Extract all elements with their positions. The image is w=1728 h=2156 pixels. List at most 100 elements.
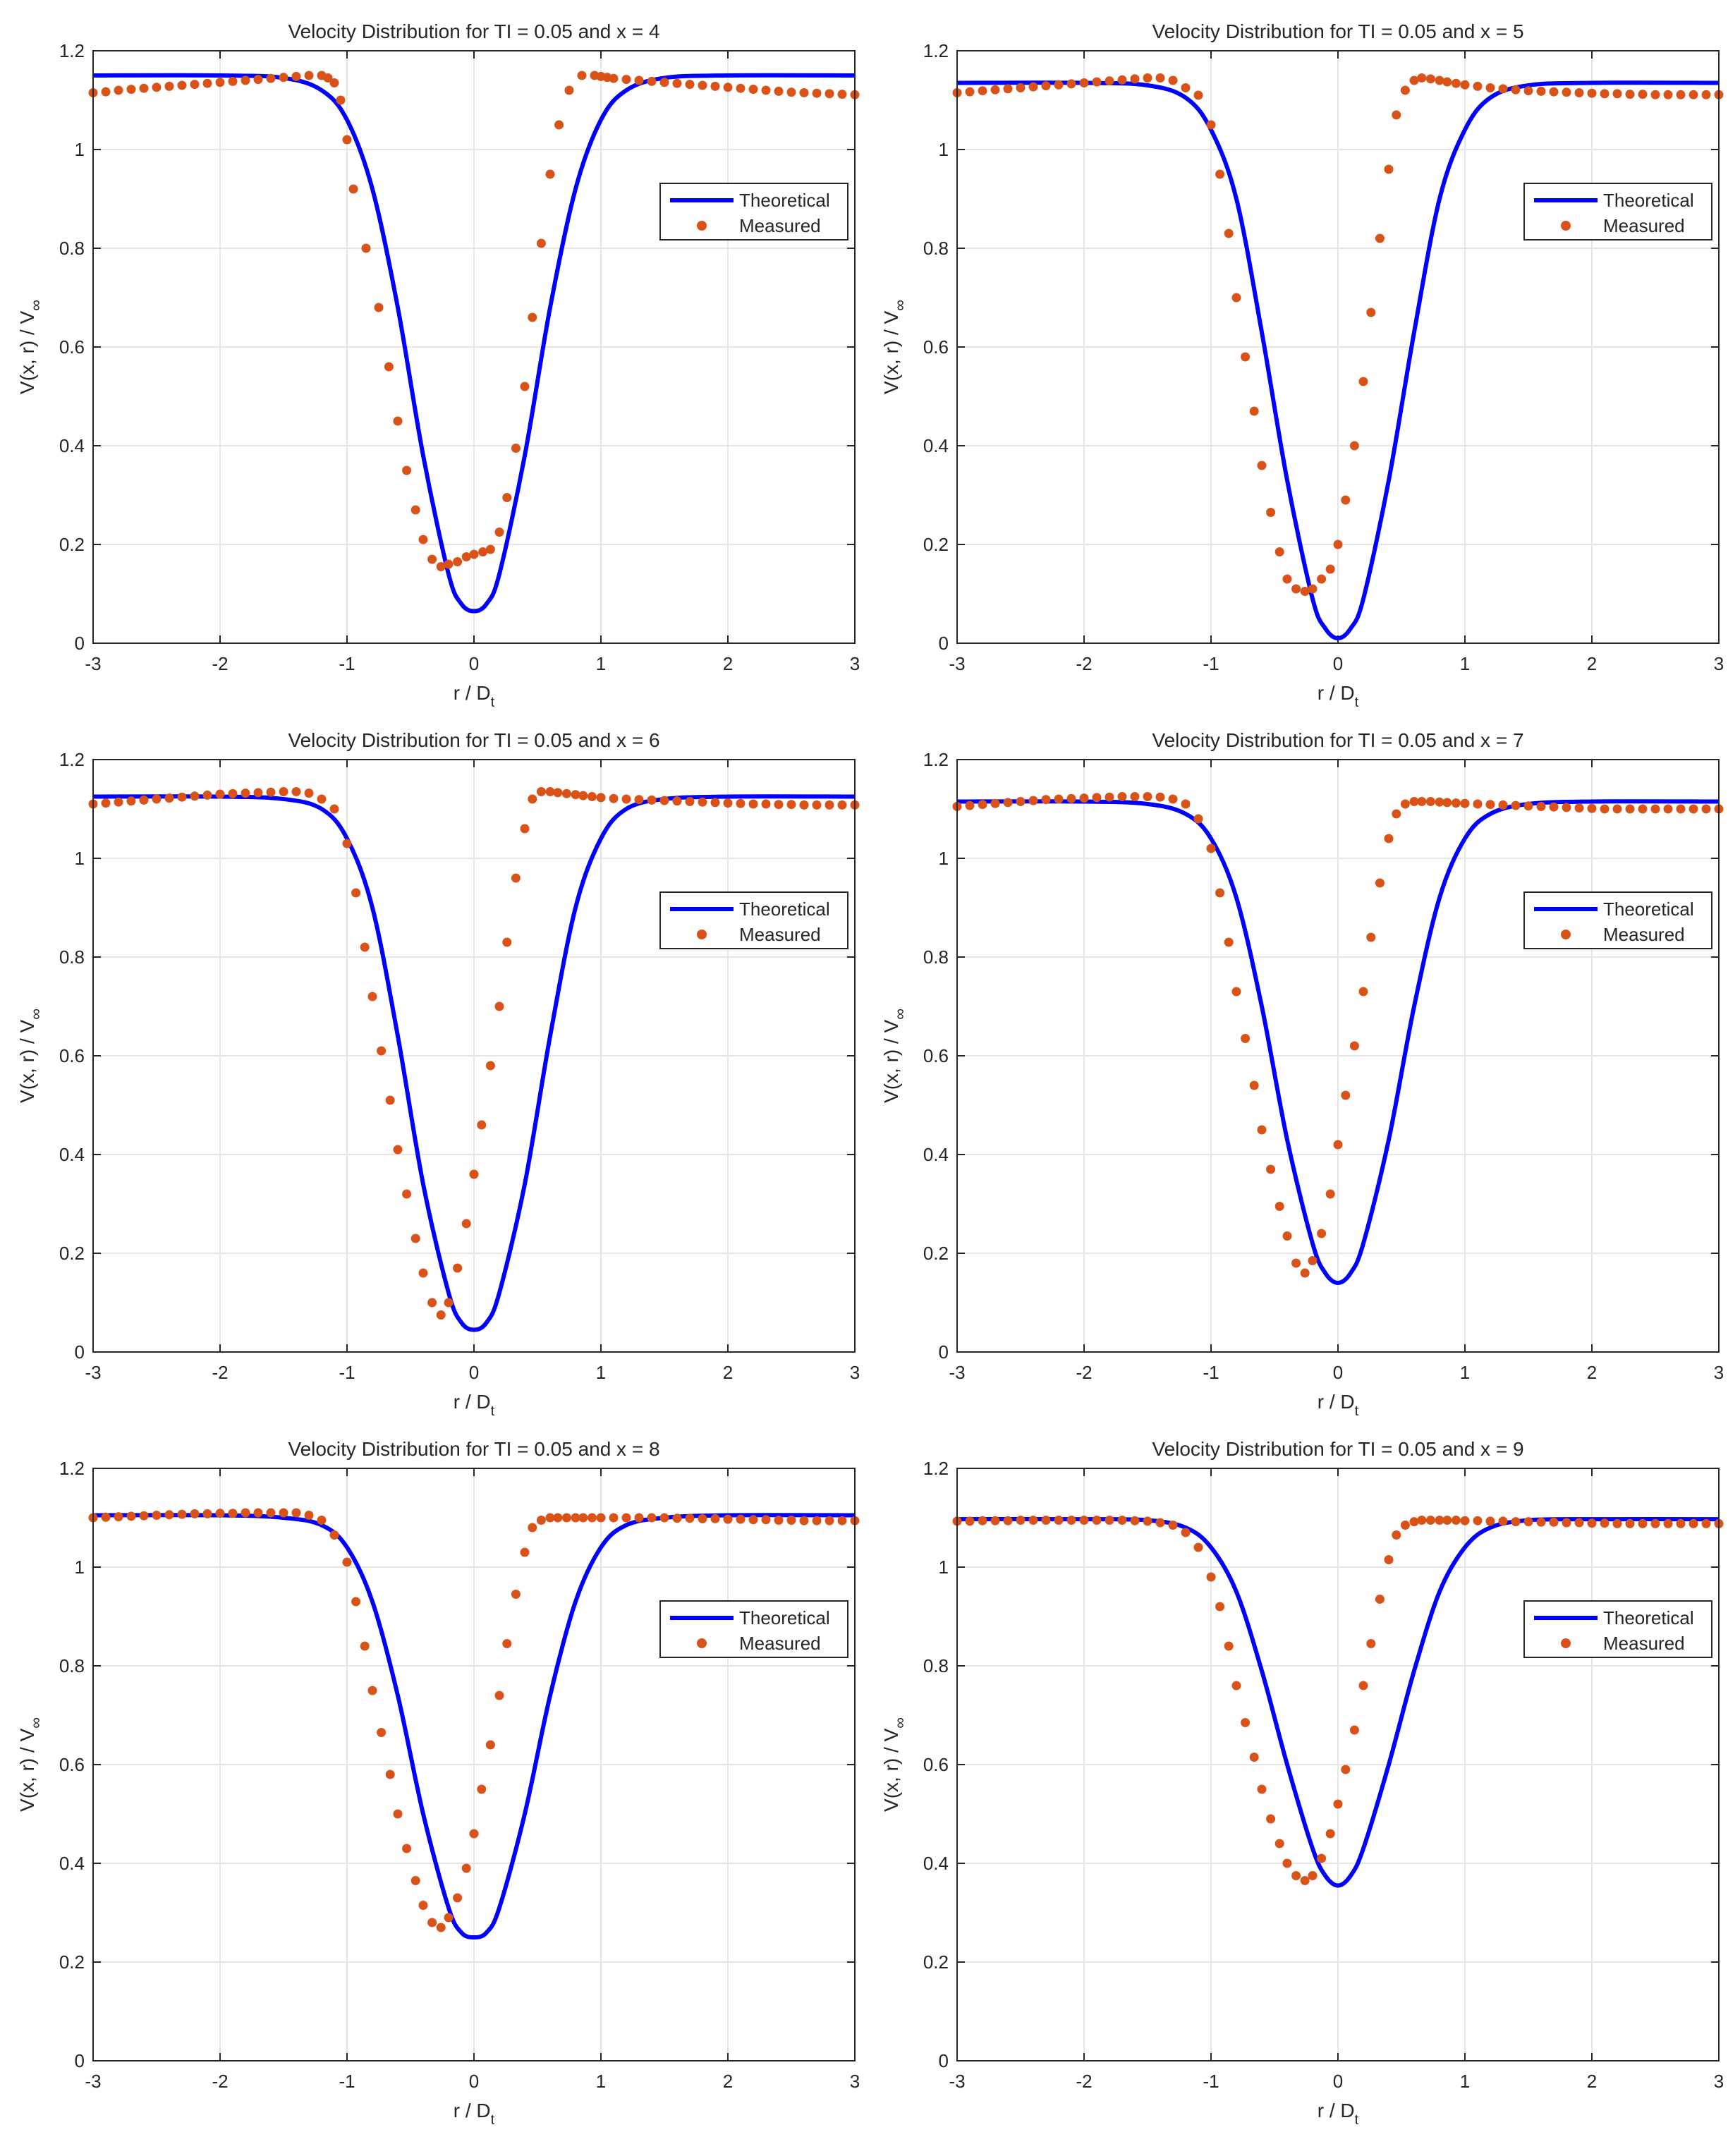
measured-point — [1498, 1516, 1508, 1526]
measured-point — [1291, 1258, 1301, 1268]
measured-point — [634, 795, 644, 805]
measured-point — [825, 89, 834, 99]
series-measured — [88, 787, 860, 1320]
legend-box — [1523, 1600, 1712, 1658]
measured-point — [545, 1513, 555, 1523]
y-tick-label: 0 — [75, 2050, 85, 2071]
measured-point — [410, 505, 420, 515]
y-axis-label: V(x, r) / V∞ — [880, 1717, 908, 1812]
legend-box — [1523, 183, 1712, 240]
measured-point — [444, 1913, 454, 1923]
measured-point — [367, 1686, 377, 1695]
measured-point — [1375, 233, 1385, 243]
measured-point — [1016, 797, 1026, 806]
measured-point — [748, 1515, 758, 1525]
measured-point — [279, 787, 288, 796]
measured-point — [545, 787, 555, 796]
measured-point — [1079, 78, 1089, 87]
measured-point — [1341, 1090, 1351, 1100]
axes-box — [956, 1468, 1720, 2061]
legend: Theoretical Measured — [1523, 891, 1712, 949]
measured-point — [1473, 1516, 1483, 1525]
measured-point — [1249, 1080, 1259, 1090]
measured-point — [710, 81, 720, 91]
measured-point — [1181, 799, 1191, 809]
measured-point — [621, 75, 631, 85]
x-tick-label: -2 — [1076, 653, 1092, 674]
measured-point — [647, 76, 657, 86]
measured-point — [1442, 1516, 1452, 1525]
x-tick-label: 1 — [596, 653, 606, 674]
measured-point — [1266, 1164, 1276, 1174]
measured-point — [621, 794, 631, 804]
series-theoretical — [956, 1516, 1720, 1888]
y-tick-label: 0.2 — [59, 1951, 85, 1973]
measured-point — [1701, 90, 1711, 99]
y-tick-label: 0.8 — [923, 1655, 949, 1676]
y-tick-label: 1.2 — [59, 1458, 85, 1479]
chart-panel-2: -3 -2 -1 0 1 2 3 0 0.2 0.4 0.6 0.8 1 1.2 Theoretical Me… — [880, 20, 1724, 710]
x-tick-label: 2 — [1587, 653, 1597, 674]
measured-point — [1663, 1518, 1673, 1528]
measured-point — [1600, 804, 1610, 814]
measured-point — [837, 90, 847, 99]
measured-point — [511, 444, 521, 453]
measured-point — [1206, 843, 1216, 853]
measured-point — [427, 554, 437, 564]
x-tick-label: -2 — [212, 2071, 228, 2092]
measured-point — [177, 1509, 187, 1519]
measured-point — [965, 87, 975, 97]
measured-point — [1625, 1518, 1635, 1528]
measured-point — [596, 793, 606, 803]
measured-point — [1485, 800, 1495, 810]
measured-point — [1587, 803, 1597, 813]
measured-point — [126, 1511, 136, 1521]
measured-point — [710, 1514, 720, 1523]
measured-point — [253, 1508, 263, 1518]
x-tick-label: 3 — [1714, 653, 1724, 674]
measured-point — [329, 1530, 339, 1540]
x-tick-label: 0 — [469, 1362, 479, 1383]
legend: Theoretical Measured — [659, 1600, 848, 1658]
measured-point — [348, 184, 358, 194]
measured-point — [384, 362, 394, 372]
y-tick-label: 1 — [939, 139, 949, 160]
measured-point — [1612, 1518, 1622, 1528]
measured-point — [1215, 888, 1225, 898]
measured-point — [101, 798, 111, 808]
y-tick-label: 0 — [75, 633, 85, 654]
measured-point — [553, 788, 563, 798]
measured-point — [723, 83, 733, 92]
y-tick-label: 1 — [939, 1557, 949, 1578]
measured-point — [502, 937, 512, 947]
measured-point — [577, 71, 587, 80]
measured-point — [685, 797, 695, 806]
measured-point — [502, 1639, 512, 1648]
legend-marker-swatch — [1561, 221, 1571, 231]
measured-point — [786, 87, 796, 97]
y-tick-label: 0 — [939, 2050, 949, 2071]
x-tick-label: 0 — [469, 653, 479, 674]
x-axis-label: r / Dt — [1318, 1391, 1359, 1419]
measured-point — [228, 76, 238, 86]
measured-point — [1400, 799, 1410, 809]
measured-point — [1041, 795, 1051, 805]
measured-point — [393, 416, 403, 426]
measured-point — [710, 798, 720, 808]
measured-point — [291, 1508, 301, 1518]
measured-point — [1215, 169, 1225, 179]
measured-point — [736, 1514, 746, 1524]
x-axis-label: r / Dt — [454, 2100, 495, 2128]
measured-point — [266, 73, 276, 83]
measured-point — [317, 1516, 327, 1525]
measured-point — [1392, 809, 1401, 819]
x-tick-label: -2 — [1076, 2071, 1092, 2092]
y-tick-label: 0.4 — [59, 435, 85, 456]
x-tick-label: 3 — [850, 2071, 860, 2092]
measured-point — [1300, 1876, 1310, 1885]
measured-point — [1028, 1516, 1038, 1525]
y-tick-label: 0.4 — [59, 1853, 85, 1874]
y-axis-label: V(x, r) / V∞ — [16, 1009, 44, 1103]
axes-box — [92, 50, 856, 644]
measured-point — [1349, 1725, 1359, 1735]
